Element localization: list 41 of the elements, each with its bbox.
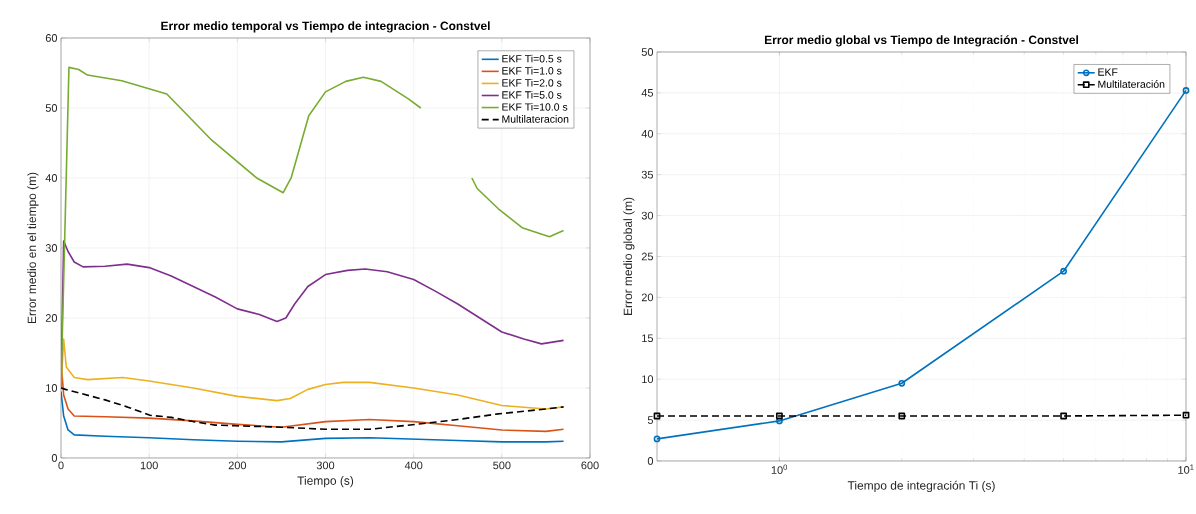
y-tick-label: 40	[45, 174, 58, 182]
y-axis-title: Error medio en el tiempo (m)	[27, 172, 39, 324]
y-tick-label: 50	[641, 48, 654, 56]
chart-title: Error medio temporal vs Tiempo de integracion - Constvel	[161, 21, 490, 33]
x-tick-label: 100	[140, 461, 158, 470]
legend-label: Multilateracion	[502, 115, 569, 123]
y-tick-label: 25	[641, 252, 654, 261]
legend-label: EKF Ti=5.0 s	[502, 90, 562, 99]
x-tick-label: 0	[58, 461, 64, 470]
y-axis-title: Error medio global (m)	[623, 197, 635, 315]
y-tick-label: 20	[45, 314, 58, 322]
x-tick-label: 200	[228, 461, 247, 470]
x-tick-label: 300	[316, 461, 335, 470]
y-tick-label: 30	[641, 211, 654, 220]
y-tick-label: 50	[45, 104, 58, 112]
y-tick-label: 45	[641, 89, 654, 97]
legend-label: EKF Ti=2.0 s	[502, 78, 562, 87]
x-axis-title: Tiempo de integración Ti (s)	[847, 480, 995, 493]
y-tick-label: 40	[641, 129, 654, 138]
y-tick-label: 5	[647, 416, 654, 424]
y-tick-label: 30	[45, 244, 58, 252]
y-tick-label: 10	[642, 375, 654, 384]
x-tick-label: 400	[404, 461, 423, 470]
legend-label: EKF Ti=1.0 s	[502, 66, 562, 75]
y-tick-label: 15	[642, 334, 654, 343]
x-tick-label: 10$^{1}$	[1178, 464, 1194, 474]
x-axis-title: Tiempo (s)	[297, 476, 354, 488]
legend-label: EKF Ti=10.0 s	[502, 103, 568, 111]
y-tick-label: 0	[51, 454, 58, 462]
legend-label: Multilateración	[1098, 80, 1165, 88]
y-tick-label: 20	[641, 293, 654, 302]
x-tick-label: 600	[581, 461, 599, 470]
y-tick-label: 35	[641, 170, 654, 179]
y-tick-label: 10	[46, 384, 58, 392]
line-series	[61, 387, 565, 431]
x-tick-label: 500	[493, 461, 511, 470]
y-tick-label: 60	[45, 34, 58, 42]
legend-label: EKF	[1098, 68, 1118, 76]
chart-title: Error medio global vs Tiempo de Integración - Constvel	[764, 35, 1078, 47]
legend-label: EKF Ti=0.5 s	[502, 54, 562, 63]
x-tick-label: 10$^{0}$	[771, 464, 788, 474]
